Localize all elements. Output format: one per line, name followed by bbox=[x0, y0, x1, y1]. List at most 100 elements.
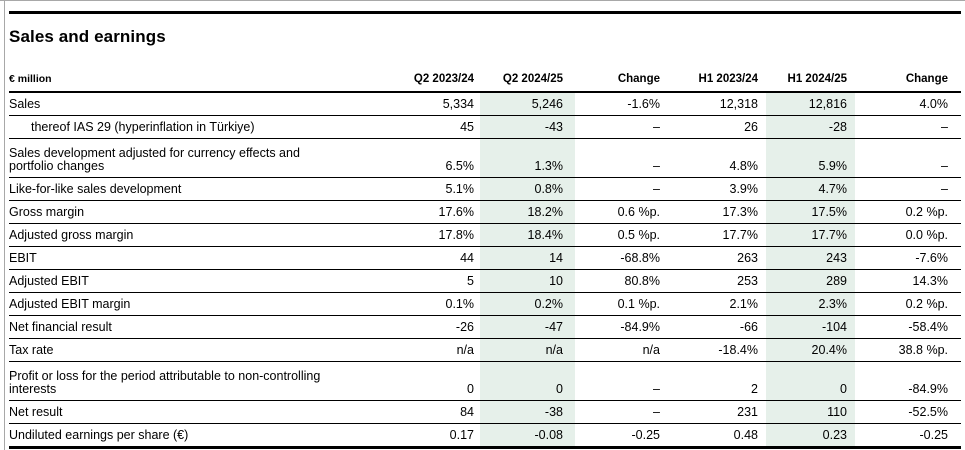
row-label: Tax rate bbox=[9, 338, 381, 362]
cell-value: 45 bbox=[381, 115, 480, 139]
cell-value: -18.4% bbox=[668, 338, 766, 362]
row-label: Undiluted earnings per share (€) bbox=[9, 423, 381, 449]
cell-value: 0.1% bbox=[381, 292, 480, 316]
cell-value: 2.3% bbox=[766, 292, 855, 316]
cell-value: -28 bbox=[766, 115, 855, 139]
page-top-edge-line bbox=[0, 0, 965, 1]
column-header-h1-2024-25: H1 2024/25 bbox=[766, 47, 855, 93]
cell-value: -7.6% bbox=[855, 246, 961, 270]
column-header-change-h1: Change bbox=[855, 47, 961, 93]
cell-value: 4.0% bbox=[855, 92, 961, 116]
cell-value: 0.1 %p. bbox=[575, 292, 668, 316]
table-row: Sales 5,334 5,246 -1.6% 12,318 12,816 4.0% bbox=[9, 92, 961, 116]
cell-value: n/a bbox=[480, 338, 575, 362]
cell-value: 0.17 bbox=[381, 423, 480, 449]
cell-value: -38 bbox=[480, 400, 575, 424]
cell-value: 5,334 bbox=[381, 92, 480, 116]
column-header-q2-2024-25: Q2 2024/25 bbox=[480, 47, 575, 93]
cell-value: 2 bbox=[668, 361, 766, 401]
table-body: Sales 5,334 5,246 -1.6% 12,318 12,816 4.0% ther… bbox=[9, 92, 961, 449]
cell-value: – bbox=[575, 138, 668, 178]
row-label: Adjusted EBIT bbox=[9, 269, 381, 293]
cell-value: 0.0 %p. bbox=[855, 223, 961, 247]
table-row: Net result 84 -38–231 110 -52.5% bbox=[9, 400, 961, 424]
report-section: Sales and earnings € million Q2 2023/24 … bbox=[9, 1, 961, 449]
cell-value: 17.8% bbox=[381, 223, 480, 247]
cell-value: -66 bbox=[668, 315, 766, 339]
table-row: Tax rate n/a n/a n/a -18.4% 20.4% 38.8 %p. bbox=[9, 338, 961, 362]
cell-value: 17.3% bbox=[668, 200, 766, 224]
column-header-change-q2: Change bbox=[575, 47, 668, 93]
table-row: Like-for-like sales development 5.1% 0.8% –… bbox=[9, 177, 961, 201]
cell-value: 0.2 %p. bbox=[855, 200, 961, 224]
cell-value: 5.9% bbox=[766, 138, 855, 178]
cell-value: 12,318 bbox=[668, 92, 766, 116]
cell-value: 2.1% bbox=[668, 292, 766, 316]
cell-value: 3.9% bbox=[668, 177, 766, 201]
table-header-row: € million Q2 2023/24 Q2 2024/25 Change H… bbox=[9, 47, 961, 93]
cell-value: 231 bbox=[668, 400, 766, 424]
cell-value: 17.7% bbox=[668, 223, 766, 247]
cell-value: -58.4% bbox=[855, 315, 961, 339]
cell-value: – bbox=[855, 177, 961, 201]
cell-value: 18.2% bbox=[480, 200, 575, 224]
row-label: Adjusted EBIT margin bbox=[9, 292, 381, 316]
cell-value: 17.7% bbox=[766, 223, 855, 247]
column-header-q2-2023-24: Q2 2023/24 bbox=[381, 47, 480, 93]
cell-value: 0.6 %p. bbox=[575, 200, 668, 224]
row-label: Gross margin bbox=[9, 200, 381, 224]
cell-value: 5.1% bbox=[381, 177, 480, 201]
cell-value: 20.4% bbox=[766, 338, 855, 362]
cell-value: 14 bbox=[480, 246, 575, 270]
cell-value: 5 bbox=[381, 269, 480, 293]
cell-value: 0.23 bbox=[766, 423, 855, 449]
cell-value: 253 bbox=[668, 269, 766, 293]
cell-value: 10 bbox=[480, 269, 575, 293]
table-row: Adjusted EBIT 5 10 80.8% 253 289 14.3% bbox=[9, 269, 961, 293]
page-left-edge-line bbox=[4, 0, 5, 450]
row-label: Adjusted gross margin bbox=[9, 223, 381, 247]
row-label: EBIT bbox=[9, 246, 381, 270]
cell-value: n/a bbox=[381, 338, 480, 362]
cell-value: -84.9% bbox=[575, 315, 668, 339]
column-header-h1-2023-24: H1 2023/24 bbox=[668, 47, 766, 93]
cell-value: 17.5% bbox=[766, 200, 855, 224]
cell-value: -0.25 bbox=[855, 423, 961, 449]
cell-value: 0 bbox=[766, 361, 855, 401]
cell-value: -0.08 bbox=[480, 423, 575, 449]
table-row: Undiluted earnings per share (€) 0.17 -0.0… bbox=[9, 423, 961, 449]
cell-value: 0.2 %p. bbox=[855, 292, 961, 316]
cell-value: n/a bbox=[575, 338, 668, 362]
cell-value: 14.3% bbox=[855, 269, 961, 293]
cell-value: 0.48 bbox=[668, 423, 766, 449]
cell-value: -43 bbox=[480, 115, 575, 139]
cell-value: – bbox=[575, 400, 668, 424]
cell-value: -84.9% bbox=[855, 361, 961, 401]
cell-value: 243 bbox=[766, 246, 855, 270]
section-title: Sales and earnings bbox=[9, 27, 166, 46]
cell-value: 84 bbox=[381, 400, 480, 424]
cell-value: -47 bbox=[480, 315, 575, 339]
cell-value: – bbox=[855, 138, 961, 178]
row-label: Profit or loss for the period attributab… bbox=[9, 361, 381, 401]
row-label: Sales bbox=[9, 92, 381, 116]
cell-value: -52.5% bbox=[855, 400, 961, 424]
cell-value: – bbox=[575, 177, 668, 201]
unit-label: € million bbox=[9, 47, 381, 93]
table-row: Net financial result -26 -47 -84.9% -66 -104-… bbox=[9, 315, 961, 339]
cell-value: 6.5% bbox=[381, 138, 480, 178]
table-row: Adjusted EBIT margin 0.1% 0.2% 0.1 %p. 2.1% 2… bbox=[9, 292, 961, 316]
cell-value: – bbox=[855, 115, 961, 139]
row-label: Like-for-like sales development bbox=[9, 177, 381, 201]
cell-value: -104 bbox=[766, 315, 855, 339]
table-row: Gross margin 17.6% 18.2% 0.6 %p. 17.3% 17.5% 0… bbox=[9, 200, 961, 224]
cell-value: – bbox=[575, 115, 668, 139]
cell-value: 5,246 bbox=[480, 92, 575, 116]
cell-value: 1.3% bbox=[480, 138, 575, 178]
cell-value: 263 bbox=[668, 246, 766, 270]
row-label: Net financial result bbox=[9, 315, 381, 339]
table-row: Sales development adjusted for currency … bbox=[9, 138, 961, 178]
row-label: thereof IAS 29 (hyperinflation in Türkiy… bbox=[9, 115, 381, 139]
cell-value: -0.25 bbox=[575, 423, 668, 449]
cell-value: 12,816 bbox=[766, 92, 855, 116]
